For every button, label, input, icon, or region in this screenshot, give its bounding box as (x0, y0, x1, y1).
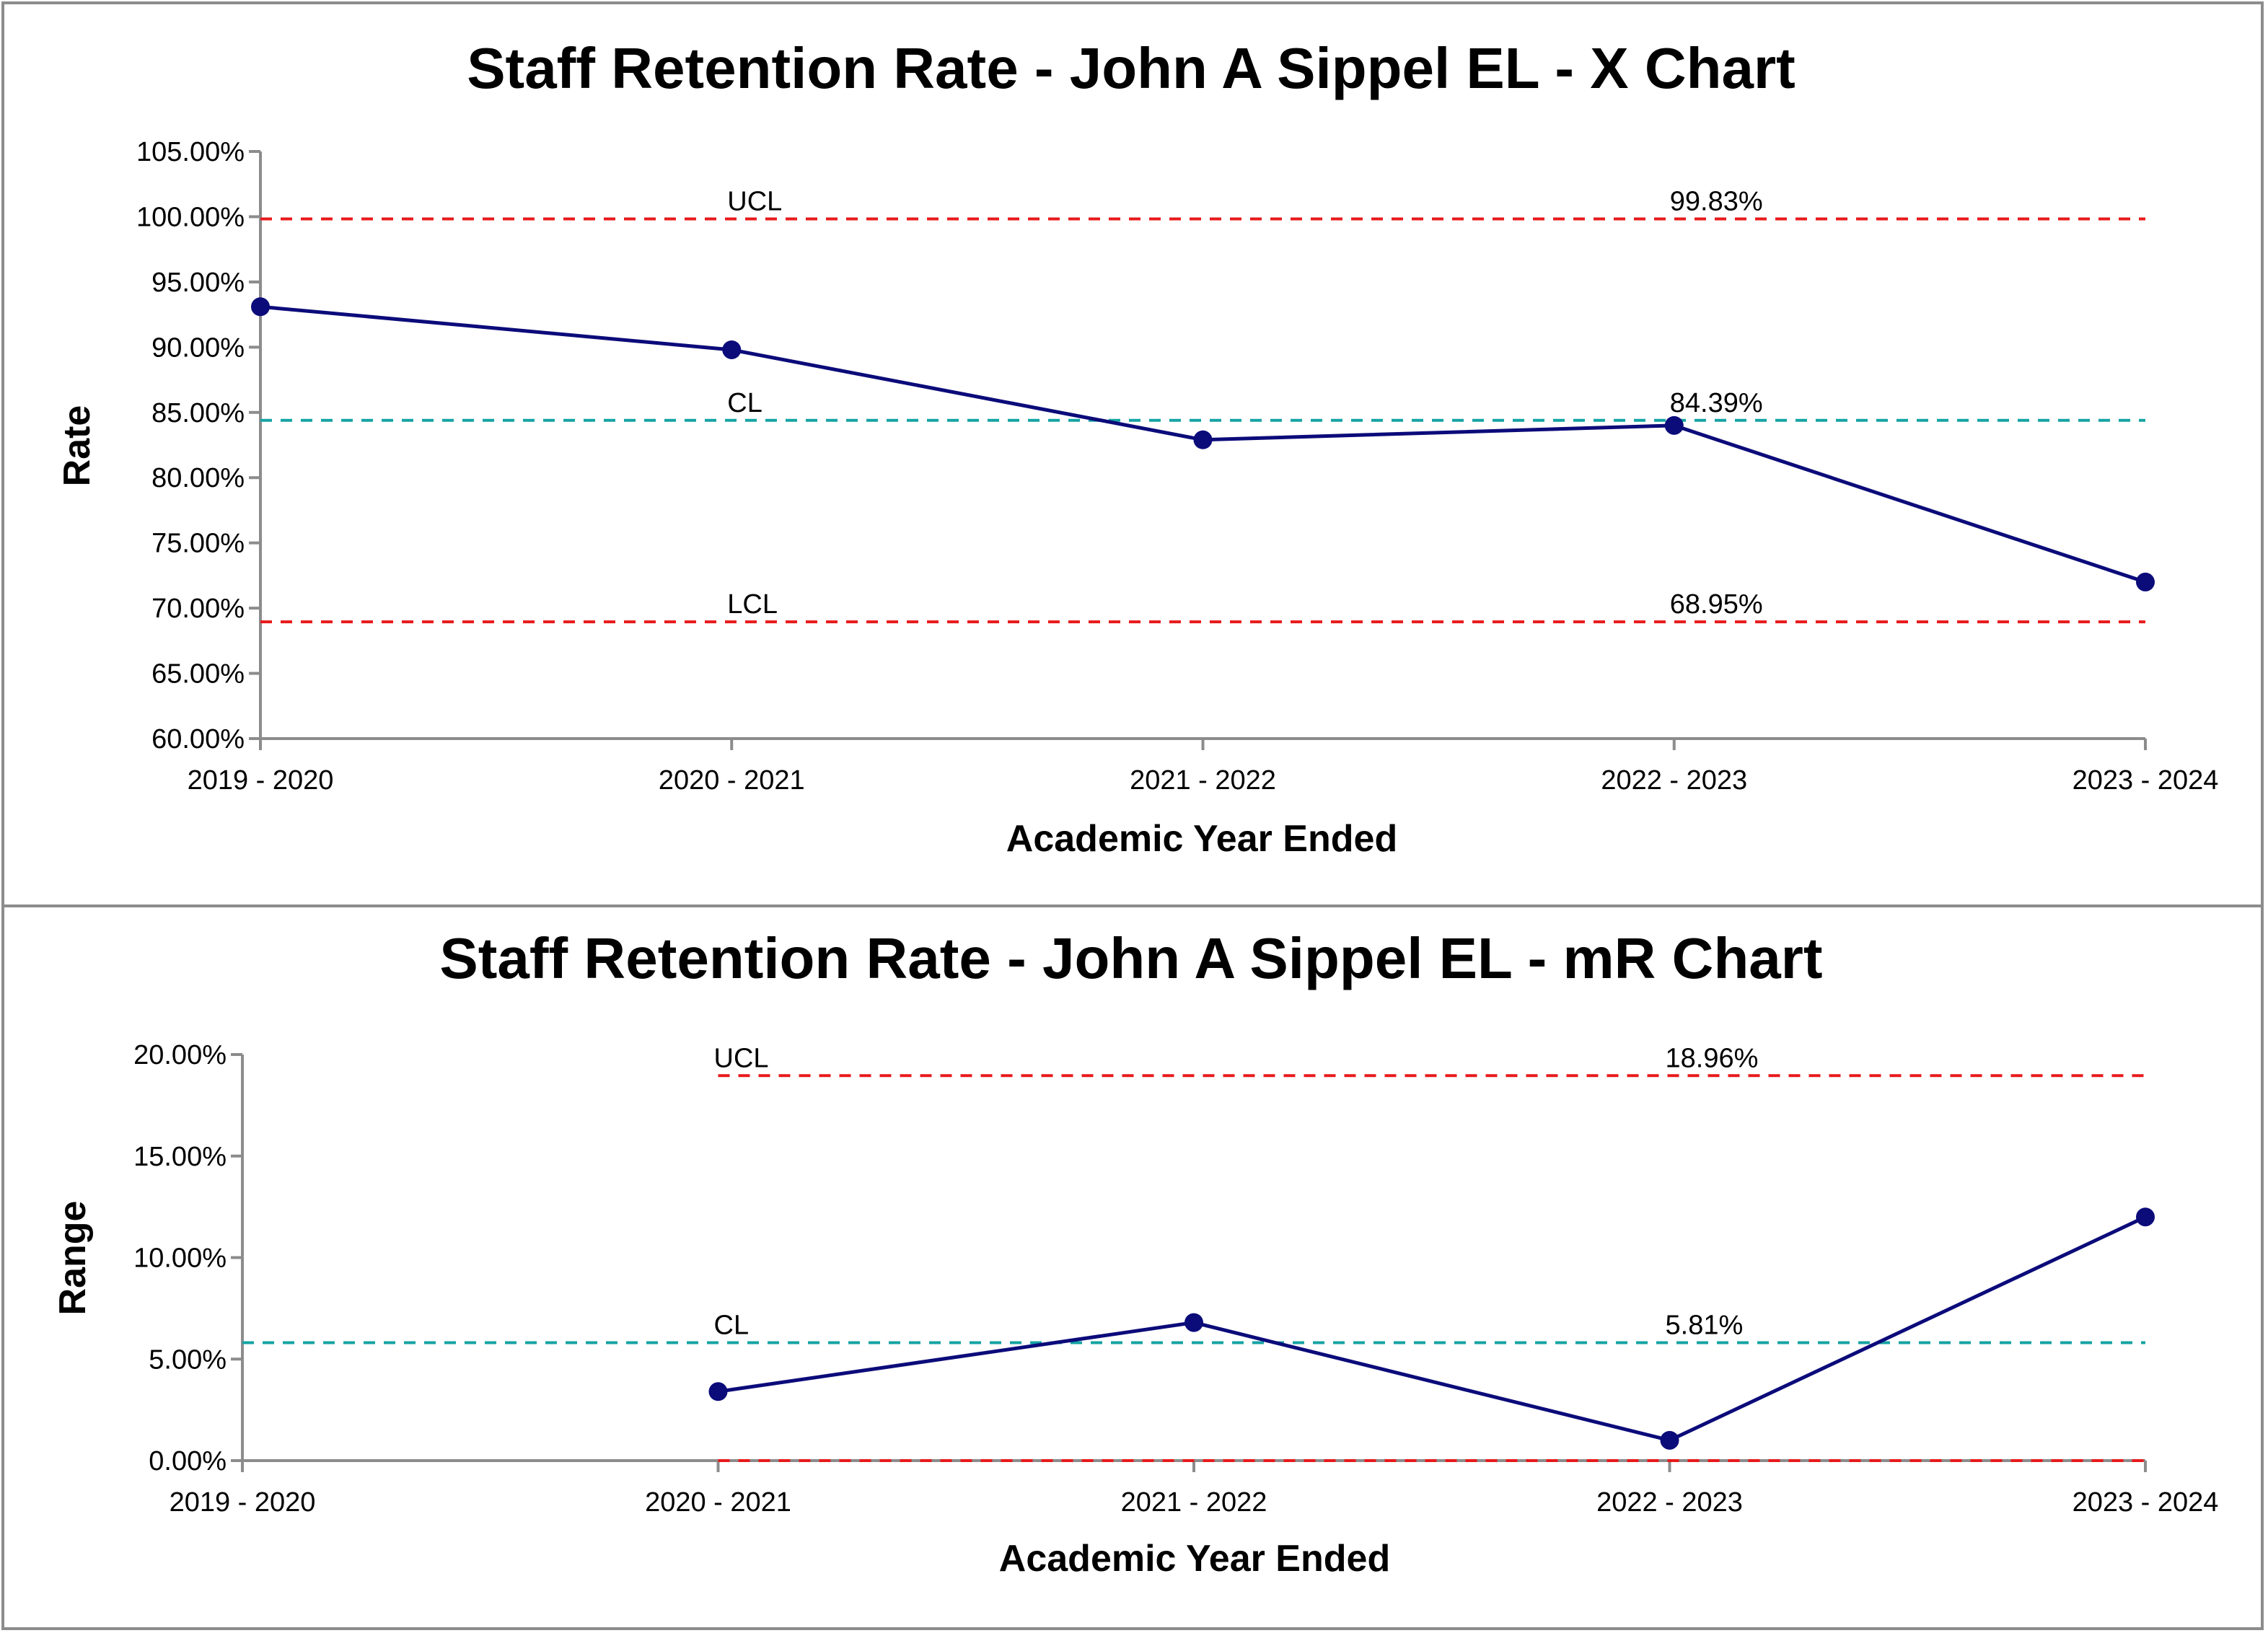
mr-chart-data-point (1660, 1430, 1679, 1450)
x-chart-data-point (722, 340, 742, 359)
x-chart-data-point (2136, 572, 2155, 591)
x-chart-xlabel: Academic Year Ended (1006, 818, 1397, 860)
mr-chart-xlabel: Academic Year Ended (999, 1538, 1390, 1580)
x-chart-cl-value-label: 84.39% (1670, 388, 1763, 418)
x-chart-lcl-value-label: 68.95% (1670, 589, 1763, 620)
x-chart-y-tick-label: 75.00% (151, 529, 245, 559)
x-chart-cl-label: CL (727, 388, 762, 418)
mr-chart-y-tick-label: 10.00% (133, 1244, 227, 1274)
x-chart-x-tick-label: 2020 - 2021 (659, 765, 805, 796)
mr-chart-data-point (708, 1382, 728, 1401)
x-chart-svg: Staff Retention Rate - John A Sippel EL … (56, 36, 2218, 860)
x-chart-y-tick-label: 70.00% (151, 594, 245, 624)
mr-chart-x-tick-label: 2023 - 2024 (2073, 1487, 2219, 1518)
mr-chart-svg: Staff Retention Rate - John A Sippel EL … (52, 926, 2218, 1580)
mr-chart-x-tick-label: 2022 - 2023 (1596, 1487, 1743, 1518)
x-chart-y-tick-label: 65.00% (151, 659, 245, 690)
mr-chart-ylabel: Range (52, 1201, 94, 1316)
mr-chart-cl-label: CL (714, 1310, 750, 1340)
x-chart-x-tick-label: 2023 - 2024 (2073, 765, 2219, 796)
mr-chart-title: Staff Retention Rate - John A Sippel EL … (439, 926, 1822, 990)
x-chart-plot-area: 60.00% 65.00% 70.00% 75.00% 80.00% 85.00% 90.0… (136, 137, 2218, 796)
x-chart-y-tick-label: 105.00% (136, 137, 245, 167)
mr-chart-plot-area: 0.00% 5.00% 10.00% 15.00% 20.00% 2019 - 2020 2… (133, 1040, 2218, 1518)
mr-chart-y-tick-label: 20.00% (133, 1040, 227, 1070)
mr-chart-series-line (718, 1215, 2147, 1443)
mr-chart-x-tick-label: 2021 - 2022 (1121, 1487, 1267, 1518)
x-chart-data-point (1664, 415, 1684, 435)
mr-chart-y-tick-label: 0.00% (149, 1446, 227, 1476)
x-chart-x-tick-label: 2021 - 2022 (1130, 765, 1276, 796)
mr-chart-ucl-label: UCL (714, 1043, 769, 1073)
mr-chart-data-point (1184, 1313, 1203, 1332)
x-chart-data-point (1193, 430, 1213, 449)
x-chart-y-tick-label: 95.00% (151, 268, 245, 298)
x-chart-y-tick-label: 60.00% (151, 724, 245, 754)
mr-chart-x-tick-label: 2019 - 2020 (170, 1487, 316, 1518)
mr-chart-y-tick-label: 5.00% (149, 1344, 227, 1375)
x-chart-y-tick-label: 85.00% (151, 398, 245, 428)
mr-chart-y-tick-label: 15.00% (133, 1142, 227, 1172)
x-chart-ucl-value-label: 99.83% (1670, 187, 1763, 217)
x-chart-ucl-label: UCL (727, 187, 782, 217)
mr-chart-ucl-value-label: 18.96% (1666, 1043, 1759, 1073)
mr-chart-data-point (2136, 1207, 2155, 1227)
mr-chart-x-tick-label: 2020 - 2021 (645, 1487, 791, 1518)
x-chart-y-tick-label: 100.00% (136, 202, 245, 232)
x-chart-x-tick-label: 2019 - 2020 (188, 765, 334, 796)
x-chart-ylabel: Rate (56, 405, 98, 487)
x-chart-panel: Staff Retention Rate - John A Sippel EL … (1, 1, 2264, 907)
x-chart-lcl-label: LCL (727, 589, 778, 620)
mr-chart-cl-value-label: 5.81% (1666, 1310, 1744, 1340)
x-chart-data-point (251, 297, 270, 317)
x-chart-y-tick-label: 90.00% (151, 333, 245, 363)
x-chart-title: Staff Retention Rate - John A Sippel EL … (467, 36, 1796, 100)
x-chart-x-tick-label: 2022 - 2023 (1601, 765, 1747, 796)
mr-chart-panel: Staff Retention Rate - John A Sippel EL … (1, 904, 2264, 1630)
x-chart-y-tick-label: 80.00% (151, 463, 245, 493)
